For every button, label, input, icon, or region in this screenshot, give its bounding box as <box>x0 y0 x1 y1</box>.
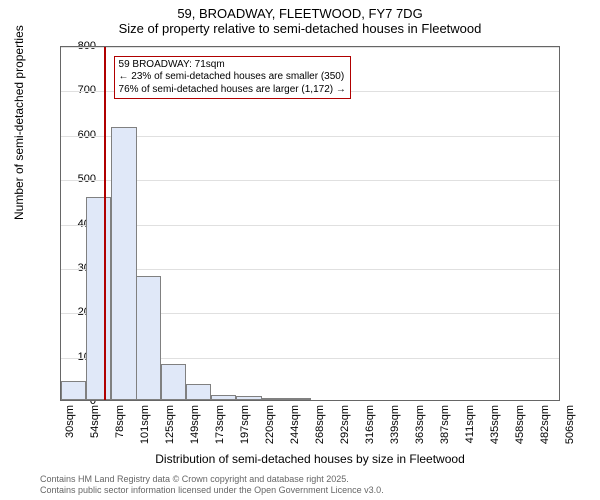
x-tick-label: 339sqm <box>389 405 401 444</box>
x-tick-label: 482sqm <box>539 405 551 444</box>
x-axis-label: Distribution of semi-detached houses by … <box>60 452 560 466</box>
chart-title: 59, BROADWAY, FLEETWOOD, FY7 7DG Size of… <box>0 0 600 36</box>
annotation-box: 59 BROADWAY: 71sqm ← 23% of semi-detache… <box>114 56 351 100</box>
histogram-bar <box>236 396 261 400</box>
x-tick-label: 125sqm <box>164 405 176 444</box>
plot-area: 59 BROADWAY: 71sqm ← 23% of semi-detache… <box>60 46 560 401</box>
histogram-bar <box>261 398 286 400</box>
x-tick-label: 220sqm <box>264 405 276 444</box>
x-tick-label: 101sqm <box>139 405 151 444</box>
x-tick-label: 244sqm <box>289 405 301 444</box>
title-line-2: Size of property relative to semi-detach… <box>0 21 600 36</box>
marker-line <box>104 47 106 400</box>
histogram-bar <box>111 127 136 400</box>
footer-line-2: Contains public sector information licen… <box>40 485 384 496</box>
chart-container: 59, BROADWAY, FLEETWOOD, FY7 7DG Size of… <box>0 0 600 500</box>
x-tick-label: 197sqm <box>239 405 251 444</box>
histogram-bar <box>161 364 186 400</box>
x-tick-label: 316sqm <box>364 405 376 444</box>
histogram-bar <box>211 395 236 400</box>
histogram-bar <box>136 276 161 400</box>
y-axis-label: Number of semi-detached properties <box>12 25 26 220</box>
histogram-bar <box>286 398 311 400</box>
x-tick-label: 54sqm <box>89 405 101 438</box>
title-line-1: 59, BROADWAY, FLEETWOOD, FY7 7DG <box>0 6 600 21</box>
x-tick-label: 411sqm <box>464 405 476 443</box>
x-tick-label: 149sqm <box>189 405 201 444</box>
x-tick-label: 458sqm <box>514 405 526 444</box>
x-tick-label: 435sqm <box>489 405 501 444</box>
x-tick-label: 268sqm <box>314 405 326 444</box>
histogram-bar <box>61 381 86 400</box>
x-tick-label: 78sqm <box>114 405 126 438</box>
x-tick-label: 506sqm <box>564 405 576 444</box>
x-tick-label: 363sqm <box>414 405 426 444</box>
histogram-bar <box>86 197 111 400</box>
annotation-line-3: 76% of semi-detached houses are larger (… <box>119 84 346 97</box>
footer-attribution: Contains HM Land Registry data © Crown c… <box>40 474 384 496</box>
x-tick-label: 30sqm <box>64 405 76 438</box>
x-tick-label: 387sqm <box>439 405 451 444</box>
grid-line <box>61 47 559 48</box>
histogram-bar <box>186 384 211 400</box>
x-tick-label: 292sqm <box>339 405 351 444</box>
annotation-line-1: 59 BROADWAY: 71sqm <box>119 59 346 72</box>
x-tick-label: 173sqm <box>214 405 226 444</box>
annotation-line-2: ← 23% of semi-detached houses are smalle… <box>119 71 346 84</box>
footer-line-1: Contains HM Land Registry data © Crown c… <box>40 474 384 485</box>
